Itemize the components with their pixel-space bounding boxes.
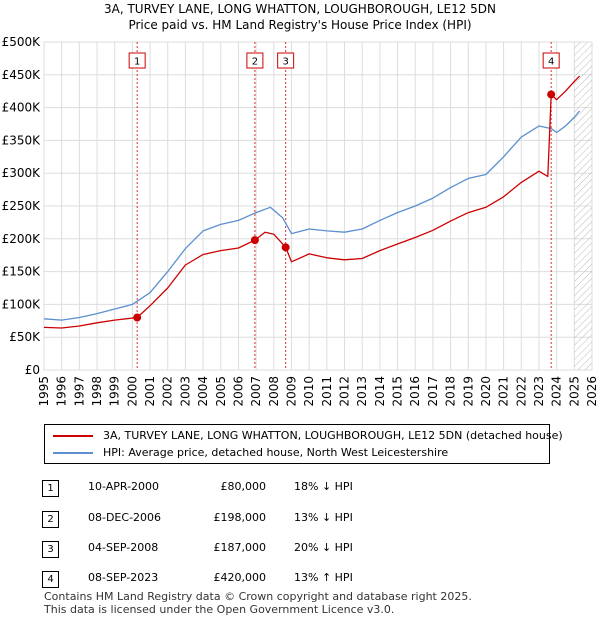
footer-license: This data is licensed under the Open Gov… (44, 603, 395, 616)
transaction-price: £80,000 (220, 480, 267, 493)
marker-label: 3 (282, 57, 288, 68)
transaction-row: 2 08-DEC-2006 £198,000 13% ↓ HPI (0, 507, 600, 531)
transaction-row: 1 10-APR-2000 £80,000 18% ↓ HPI (0, 476, 600, 500)
x-tick-label: 2021 (497, 376, 511, 407)
x-tick-label: 2012 (338, 376, 352, 407)
x-tick-label: 2005 (214, 376, 228, 407)
x-tick-label: 2023 (532, 376, 546, 407)
x-tick-label: 2015 (391, 376, 405, 407)
sale-point (547, 90, 556, 99)
y-tick-label: £200K (2, 232, 42, 246)
x-tick-label: 2020 (479, 376, 493, 407)
x-tick-label: 2001 (143, 376, 157, 407)
x-tick-label: 2025 (567, 376, 581, 407)
x-tick-label: 1995 (37, 376, 51, 407)
y-tick-label: £500K (2, 35, 42, 49)
marker-label: 2 (252, 57, 258, 68)
x-tick-label: 2024 (550, 376, 564, 407)
y-tick-label: £150K (2, 265, 42, 279)
price-chart: 1 2 3 4 £0 £50K £100K £150K £200K £250K £300K £350… (2, 35, 599, 407)
marker-box (277, 52, 295, 69)
x-tick-label: 2002 (161, 376, 175, 407)
y-tick-label: £300K (2, 166, 42, 180)
marker-label: 4 (548, 57, 554, 68)
marker-box (128, 52, 146, 69)
x-tick-label: 1998 (90, 376, 104, 407)
transaction-hpi-diff: 13% ↓ HPI (294, 511, 353, 524)
transaction-price: £187,000 (213, 541, 267, 554)
x-tick-label: 2014 (373, 376, 387, 407)
x-tick-label: 2017 (426, 376, 440, 407)
chart-title: 3A, TURVEY LANE, LONG WHATTON, LOUGHBORO… (103, 2, 496, 16)
y-tick-label: £50K (9, 330, 41, 344)
x-tick-label: 2013 (355, 376, 369, 407)
chart-legend: 3A, TURVEY LANE, LONG WHATTON, LOUGHBORO… (44, 424, 563, 464)
y-tick-label: £250K (2, 199, 42, 213)
transaction-date: 08-DEC-2006 (88, 511, 162, 524)
footer-copyright: Contains HM Land Registry data © Crown c… (44, 590, 472, 603)
x-tick-label: 2004 (196, 376, 210, 407)
y-tick-label: £0 (25, 363, 40, 377)
transaction-badge: 2 (42, 511, 59, 528)
x-tick-label: 2018 (444, 376, 458, 407)
y-tick-label: £350K (2, 133, 42, 147)
sale-point (250, 236, 259, 245)
transaction-date: 04-SEP-2008 (88, 541, 159, 554)
transaction-date: 08-SEP-2023 (88, 571, 159, 584)
legend-swatch-hpi (53, 452, 93, 454)
x-tick-label: 2007 (249, 376, 263, 407)
x-tick-label: 2006 (231, 376, 245, 407)
legend-label-property: 3A, TURVEY LANE, LONG WHATTON, LOUGHBORO… (103, 429, 563, 442)
marker-box (542, 52, 560, 69)
x-tick-label: 2011 (320, 376, 334, 407)
y-tick-label: £400K (2, 101, 42, 115)
transaction-price: £198,000 (213, 511, 267, 524)
series-line-property (43, 75, 581, 329)
x-tick-label: 2008 (267, 376, 281, 407)
x-tick-label: 1996 (55, 376, 69, 407)
sale-point (133, 313, 142, 322)
series-line-hpi (43, 110, 581, 321)
chart-subtitle: Price paid vs. HM Land Registry's House … (128, 18, 472, 32)
x-tick-label: 2003 (178, 376, 192, 407)
x-tick-label: 2019 (461, 376, 475, 407)
sale-point (281, 243, 290, 252)
x-tick-label: 2010 (302, 376, 316, 407)
x-tick-label: 2000 (125, 376, 139, 407)
transaction-hpi-diff: 20% ↓ HPI (294, 541, 353, 554)
legend-label-hpi: HPI: Average price, detached house, Nort… (103, 446, 449, 459)
transaction-row: 3 04-SEP-2008 £187,000 20% ↓ HPI (0, 537, 600, 561)
transaction-badge: 1 (42, 480, 59, 497)
x-tick-label: 1997 (72, 376, 86, 407)
x-tick-label: 2022 (514, 376, 528, 407)
transaction-hpi-diff: 13% ↑ HPI (294, 571, 353, 584)
marker-label: 1 (134, 57, 140, 68)
legend-swatch-property (53, 435, 93, 437)
y-tick-label: £450K (2, 68, 42, 82)
x-tick-label: 2016 (408, 376, 422, 407)
transaction-badge: 4 (42, 571, 59, 588)
transaction-hpi-diff: 18% ↓ HPI (294, 480, 353, 493)
x-tick-label: 1999 (108, 376, 122, 407)
x-tick-label: 2009 (284, 376, 298, 407)
marker-box (246, 52, 264, 69)
transaction-row: 4 08-SEP-2023 £420,000 13% ↑ HPI (0, 567, 600, 591)
transaction-date: 10-APR-2000 (88, 480, 160, 493)
y-tick-label: £100K (2, 297, 42, 311)
transaction-price: £420,000 (213, 571, 267, 584)
x-tick-label: 2026 (585, 376, 599, 407)
future-hatch-region (574, 42, 592, 370)
transaction-badge: 3 (42, 541, 59, 558)
